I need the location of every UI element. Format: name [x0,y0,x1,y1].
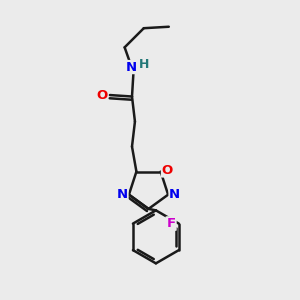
Text: O: O [161,164,173,177]
Text: N: N [117,188,128,201]
Text: O: O [96,88,107,101]
Text: N: N [169,188,180,201]
Text: F: F [167,217,176,230]
Text: F: F [166,217,175,230]
Text: H: H [139,58,149,71]
Text: N: N [126,61,137,74]
